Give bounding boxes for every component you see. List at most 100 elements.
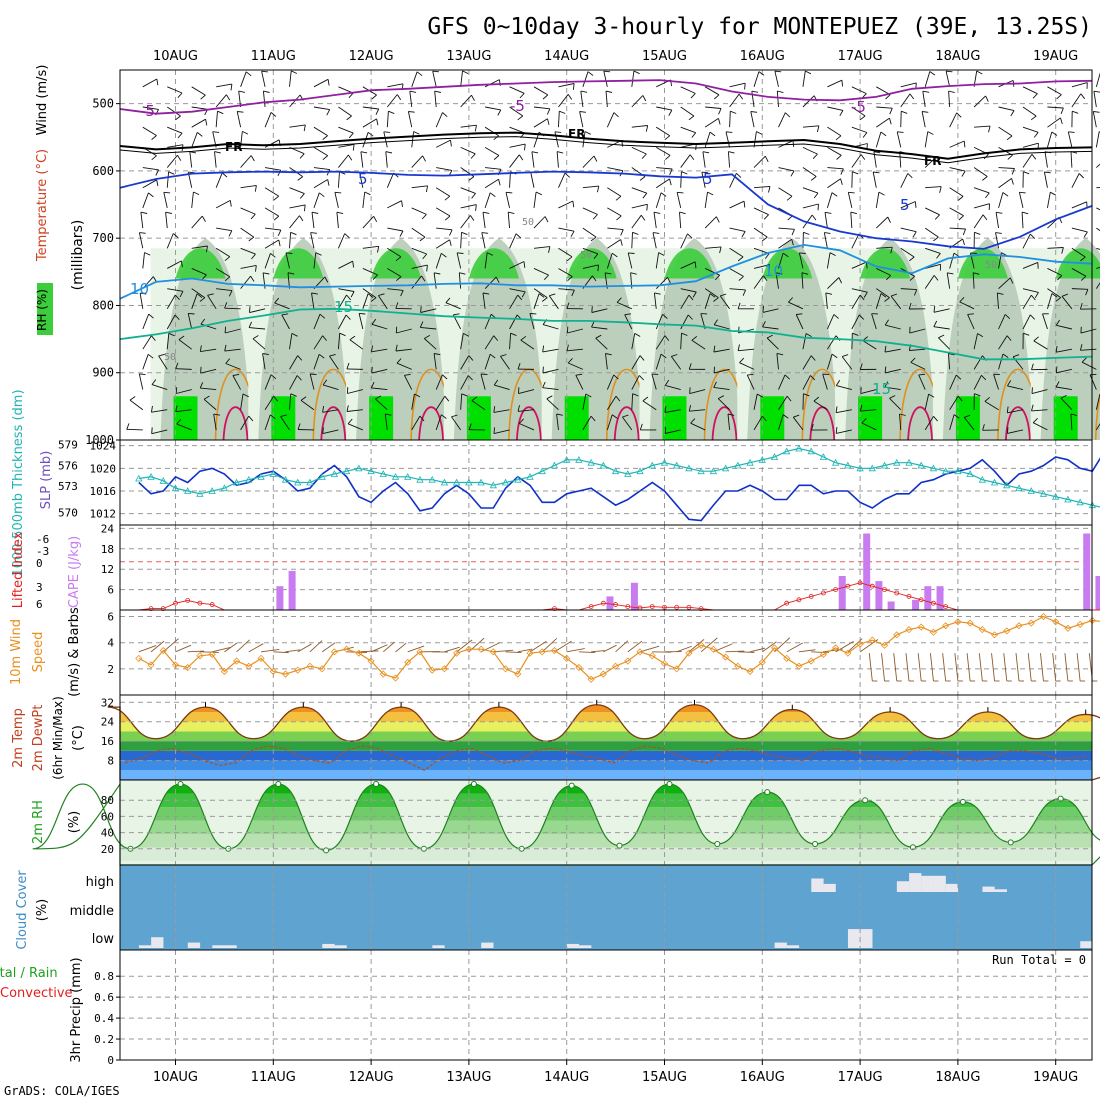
wind-barb-feather <box>805 333 812 337</box>
wind-barb-feather <box>274 297 280 304</box>
wind-barb-feather <box>493 406 496 413</box>
cape-bar <box>936 586 944 610</box>
rh-shade-green <box>566 248 617 279</box>
wind-barb-feather <box>642 192 648 199</box>
wind-barb-feather <box>908 302 912 310</box>
wind-barb-feather <box>521 291 526 298</box>
wind-barb <box>680 261 696 269</box>
rh-shade-green <box>371 248 422 279</box>
wind-speed-point <box>514 670 522 678</box>
lifted-index-point <box>796 597 802 603</box>
wind-barb-feather <box>445 297 451 303</box>
precip-tick-label: 0.2 <box>94 1033 114 1046</box>
wind-barb <box>187 650 205 653</box>
wind-barb-feather <box>399 230 404 237</box>
wind-barb <box>264 414 271 431</box>
wind-barb <box>142 78 158 88</box>
wind-barb <box>701 172 706 188</box>
lifted-index-point <box>209 602 215 607</box>
wind-barb-feather <box>385 413 392 416</box>
isotherm-25 <box>809 406 836 441</box>
wind-barb-feather <box>669 168 673 175</box>
wind-barb-feather <box>984 396 990 402</box>
wind-barb <box>1095 423 1100 431</box>
wind-barb <box>507 212 510 229</box>
wind-barb-feather <box>927 131 934 135</box>
wind-barb-feather <box>953 414 960 419</box>
wind-speed-line <box>138 615 1100 681</box>
rh-shade-mid <box>453 238 544 440</box>
thickness-point <box>831 458 840 466</box>
wind-barb <box>138 373 144 390</box>
wind-barb <box>451 416 462 431</box>
wind-barb-feather <box>214 151 221 154</box>
wind-barb <box>336 212 339 229</box>
wind-barb-feather <box>762 321 766 328</box>
wind-barb-feather <box>212 131 220 133</box>
wind-barb <box>753 275 764 289</box>
wind-barb-feather <box>642 396 649 402</box>
rh-point <box>764 789 771 796</box>
wind-barb <box>337 171 340 188</box>
rh-point <box>862 797 869 804</box>
wind-barb-feather <box>939 186 942 193</box>
wind-barb <box>142 126 157 136</box>
rh-shade-bright <box>662 396 687 440</box>
wind-barb <box>359 172 364 188</box>
temp-band <box>120 741 1092 751</box>
wind-speed-point <box>807 657 815 665</box>
wind-barb <box>151 384 168 390</box>
wind-barb <box>910 361 926 370</box>
wind-barb-feather <box>346 115 352 121</box>
cape-tick-label: 6 <box>107 584 114 597</box>
wind-barb-feather <box>371 345 373 352</box>
wind-barb-feather <box>200 366 202 374</box>
thickness-point <box>819 453 828 460</box>
wind-barb <box>905 653 910 682</box>
wind-barb-feather <box>817 203 819 211</box>
wind-barb-feather <box>831 353 838 359</box>
wind-barb <box>924 275 935 289</box>
wind-barb-feather <box>664 406 667 413</box>
wind-barb <box>739 362 755 370</box>
wind-barb <box>167 126 183 134</box>
wind-barb <box>310 232 315 249</box>
wind-speed-point <box>550 646 559 655</box>
wind-barb <box>297 643 312 653</box>
wind-barb <box>900 288 917 291</box>
wind-barb-feather <box>662 313 668 319</box>
wind-barb <box>566 648 585 653</box>
wind-barb <box>1027 653 1032 682</box>
wind-barb <box>607 167 624 172</box>
wind-barb <box>482 292 486 309</box>
date-label-top: 14AUG <box>544 49 589 64</box>
wind-barb <box>924 394 930 410</box>
wind-barb-feather <box>816 125 820 133</box>
wind-barb <box>480 642 500 653</box>
wind-barb-feather <box>591 321 595 328</box>
wind-speed-point <box>697 641 705 649</box>
wind-speed-point <box>758 658 766 666</box>
wind-barb <box>321 642 336 653</box>
wind-barb <box>458 272 462 289</box>
thickness-point <box>807 447 815 455</box>
convective-label: Convective <box>0 986 73 1001</box>
wind-barb-feather <box>395 302 399 309</box>
wind-barb <box>166 294 176 310</box>
wind-speed-point <box>379 670 387 678</box>
rh-shade-bright <box>369 396 394 440</box>
temp-band <box>120 721 1092 732</box>
wind-barb-feather <box>518 154 524 161</box>
wind-speed-point <box>196 652 204 660</box>
wind-barb-feather <box>1079 302 1083 310</box>
wind-barb-feather <box>1061 247 1064 254</box>
wind-barb <box>322 429 339 435</box>
wind-barb <box>191 293 198 309</box>
wind-barb <box>973 214 984 229</box>
wind-barb <box>1047 288 1061 298</box>
wind-barb <box>582 207 598 215</box>
wind-barb-feather <box>638 375 645 381</box>
wind-barb-feather <box>544 216 549 223</box>
wind-barb <box>1095 282 1100 289</box>
wind-barb-feather <box>424 335 431 339</box>
